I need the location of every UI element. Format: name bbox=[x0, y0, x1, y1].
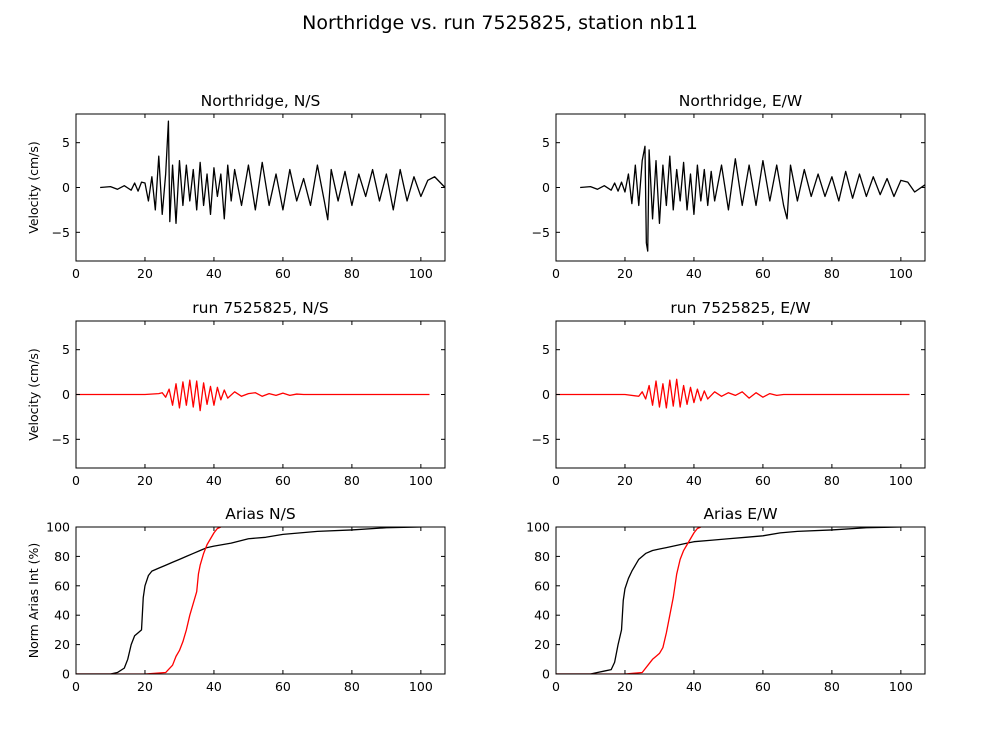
chart-panel-2: 0 20 40 60 80 100 −5 0 5 Northridge, E/W bbox=[532, 92, 926, 281]
y-tick-label: 40 bbox=[54, 608, 70, 623]
y-tick-label: −5 bbox=[52, 432, 70, 447]
chart-title: Arias E/W bbox=[703, 505, 777, 523]
series-line-1 bbox=[76, 379, 430, 412]
y-tick-label: 80 bbox=[54, 549, 70, 564]
chart-title: Northridge, N/S bbox=[201, 92, 321, 110]
series-line-1 bbox=[76, 527, 421, 674]
x-tick-label: 40 bbox=[206, 266, 222, 281]
chart-title: Northridge, E/W bbox=[679, 92, 802, 110]
y-axis-label: Velocity (cm/s) bbox=[26, 141, 41, 234]
x-tick-label: 40 bbox=[686, 473, 702, 488]
series-line-1 bbox=[556, 527, 901, 674]
y-tick-label: 20 bbox=[54, 637, 70, 652]
series-line-1 bbox=[580, 145, 925, 252]
x-tick-label: 80 bbox=[344, 679, 360, 694]
series-line-2 bbox=[556, 527, 702, 674]
x-tick-label: 0 bbox=[72, 473, 80, 488]
x-tick-label: 40 bbox=[206, 473, 222, 488]
x-tick-label: 40 bbox=[206, 679, 222, 694]
y-tick-label: 0 bbox=[542, 667, 550, 682]
y-tick-label: 60 bbox=[54, 578, 70, 593]
x-tick-label: 20 bbox=[617, 679, 633, 694]
x-tick-label: 60 bbox=[755, 473, 771, 488]
y-tick-label: 0 bbox=[542, 180, 550, 195]
y-tick-label: 0 bbox=[62, 387, 70, 402]
y-tick-label: 5 bbox=[62, 342, 70, 357]
chart-panel-5: 0 20 40 60 80 100 0 20 40 60 80 100 Arias N/S Norm Ar… bbox=[26, 505, 446, 694]
y-axis-label: Velocity (cm/s) bbox=[26, 348, 41, 441]
series-line-2 bbox=[76, 527, 222, 674]
x-tick-label: 80 bbox=[824, 679, 840, 694]
x-tick-label: 0 bbox=[552, 473, 560, 488]
x-tick-label: 0 bbox=[552, 679, 560, 694]
y-tick-label: −5 bbox=[532, 225, 550, 240]
x-tick-label: 80 bbox=[824, 473, 840, 488]
y-tick-label: 0 bbox=[62, 667, 70, 682]
x-tick-label: 60 bbox=[275, 473, 291, 488]
chart-title: run 7525825, E/W bbox=[670, 299, 810, 317]
x-tick-label: 100 bbox=[889, 679, 913, 694]
chart-title: run 7525825, N/S bbox=[192, 299, 329, 317]
x-tick-label: 60 bbox=[275, 266, 291, 281]
x-tick-label: 20 bbox=[617, 473, 633, 488]
y-tick-label: 5 bbox=[62, 135, 70, 150]
y-axis-label: Norm Arias Int (%) bbox=[26, 543, 41, 659]
x-tick-label: 100 bbox=[409, 473, 433, 488]
x-tick-label: 60 bbox=[275, 679, 291, 694]
y-tick-label: 20 bbox=[534, 637, 550, 652]
figure-title: Northridge vs. run 7525825, station nb11 bbox=[302, 12, 698, 34]
x-tick-label: 0 bbox=[552, 266, 560, 281]
x-tick-label: 20 bbox=[617, 266, 633, 281]
y-tick-label: 100 bbox=[46, 520, 70, 535]
series-line-1 bbox=[556, 378, 910, 409]
y-tick-label: 40 bbox=[534, 608, 550, 623]
x-tick-label: 100 bbox=[409, 266, 433, 281]
x-tick-label: 40 bbox=[686, 679, 702, 694]
chart-title: Arias N/S bbox=[225, 505, 295, 523]
axes-frame bbox=[75, 526, 446, 675]
x-tick-label: 100 bbox=[889, 473, 913, 488]
y-tick-label: 0 bbox=[62, 180, 70, 195]
x-tick-label: 60 bbox=[755, 266, 771, 281]
y-tick-label: −5 bbox=[532, 432, 550, 447]
x-tick-label: 20 bbox=[137, 679, 153, 694]
x-tick-label: 0 bbox=[72, 266, 80, 281]
chart-panel-3: 0 20 40 60 80 100 −5 0 5 run 7525825, N/S Velocity… bbox=[26, 299, 446, 488]
y-tick-label: −5 bbox=[52, 225, 70, 240]
x-tick-label: 0 bbox=[72, 679, 80, 694]
y-tick-label: 0 bbox=[542, 387, 550, 402]
y-tick-label: 100 bbox=[526, 520, 550, 535]
x-tick-label: 80 bbox=[344, 473, 360, 488]
x-tick-label: 80 bbox=[344, 266, 360, 281]
y-tick-label: 80 bbox=[534, 549, 550, 564]
chart-panel-4: 0 20 40 60 80 100 −5 0 5 run 7525825, E/W bbox=[532, 299, 926, 488]
x-tick-label: 100 bbox=[889, 266, 913, 281]
series-line-1 bbox=[100, 120, 445, 224]
x-tick-label: 80 bbox=[824, 266, 840, 281]
y-tick-label: 5 bbox=[542, 342, 550, 357]
x-tick-label: 20 bbox=[137, 266, 153, 281]
y-tick-label: 5 bbox=[542, 135, 550, 150]
x-tick-label: 40 bbox=[686, 266, 702, 281]
axes-frame bbox=[555, 526, 926, 675]
x-tick-label: 100 bbox=[409, 679, 433, 694]
y-tick-label: 60 bbox=[534, 578, 550, 593]
chart-panel-6: 0 20 40 60 80 100 0 20 40 60 80 100 Arias E/W bbox=[526, 505, 926, 694]
x-tick-label: 60 bbox=[755, 679, 771, 694]
panels-group: 0 20 40 60 80 100 −5 0 5 Northridge, N/S Velocity … bbox=[26, 92, 926, 694]
chart-panel-1: 0 20 40 60 80 100 −5 0 5 Northridge, N/S Velocity … bbox=[26, 92, 446, 281]
x-tick-label: 20 bbox=[137, 473, 153, 488]
